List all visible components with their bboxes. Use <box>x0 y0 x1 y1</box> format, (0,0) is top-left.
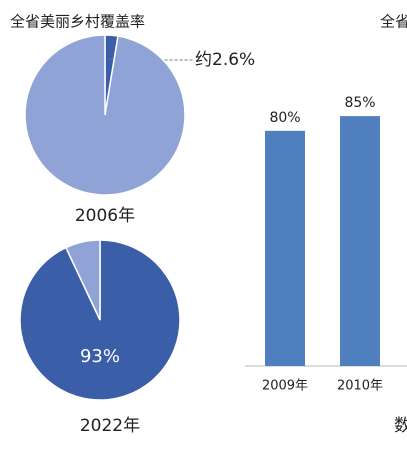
note: 数 <box>394 416 407 436</box>
value-label: 约2.6% <box>195 50 255 70</box>
value-label: 93% <box>80 346 120 367</box>
pie-caption: 2022年 <box>80 416 140 436</box>
x-tick-label: 2010年 <box>337 379 383 394</box>
leader-line <box>109 58 193 61</box>
x-tick-label: 2009年 <box>262 379 308 394</box>
bar-title: 全省 <box>380 13 407 31</box>
value-label: 85% <box>344 95 375 111</box>
bar <box>265 130 305 366</box>
value-label: 80% <box>269 110 300 126</box>
pie-slice <box>64 239 101 321</box>
pie-slice <box>24 34 186 196</box>
pie-title: 全省美丽乡村覆盖率 <box>10 13 145 31</box>
pie-caption: 2006年 <box>75 206 135 226</box>
bar <box>340 116 380 366</box>
